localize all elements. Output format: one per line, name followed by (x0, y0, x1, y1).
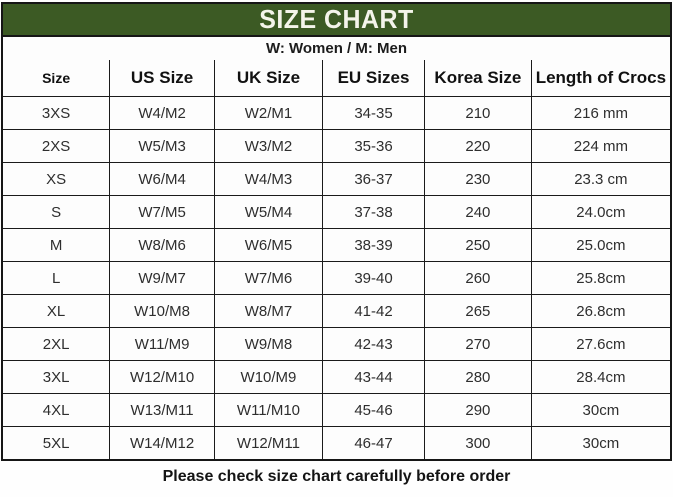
table-cell: W10/M8 (109, 294, 215, 328)
column-header-length: Length of Crocs (530, 60, 670, 97)
table-cell: 24.0cm (530, 195, 670, 229)
table-cell: 23.3 cm (530, 162, 670, 196)
table-cell: 265 (424, 294, 532, 328)
table-cell: 230 (424, 162, 532, 196)
table-cell: W14/M12 (109, 426, 215, 459)
table-cell: 30cm (530, 426, 670, 459)
table-cell: 5XL (3, 426, 111, 459)
table-cell: 3XS (3, 96, 111, 130)
table-cell: W4/M3 (213, 162, 323, 196)
table-cell: 30cm (530, 393, 670, 427)
table-row: 3XS W4/M2 W2/M1 34-35 210 216 mm (3, 96, 670, 130)
table-row: 4XL W13/M11 W11/M10 45-46 290 30cm (3, 393, 670, 427)
table-cell: 3XL (3, 360, 111, 394)
table-cell: W6/M5 (213, 228, 323, 262)
table-cell: 2XS (3, 129, 111, 163)
table-row: 2XL W11/M9 W9/M8 42-43 270 27.6cm (3, 327, 670, 361)
table-cell: W9/M7 (109, 261, 215, 295)
table-cell: 250 (424, 228, 532, 262)
page-title: SIZE CHART (259, 4, 414, 34)
table-cell: 45-46 (321, 393, 426, 427)
table-cell: W9/M8 (213, 327, 323, 361)
table-row: L W9/M7 W7/M6 39-40 260 25.8cm (3, 261, 670, 295)
column-header-korea-size: Korea Size (424, 60, 532, 97)
table-cell: XS (3, 162, 111, 196)
table-cell: 26.8cm (530, 294, 670, 328)
table-row: 5XL W14/M12 W12/M11 46-47 300 30cm (3, 426, 670, 459)
table-cell: W13/M11 (109, 393, 215, 427)
footer-note: Please check size chart carefully before… (162, 467, 511, 485)
table-cell: XL (3, 294, 111, 328)
table-cell: 25.8cm (530, 261, 670, 295)
table-cell: 220 (424, 129, 532, 163)
size-chart: SIZE CHART W: Women / M: Men Size US Siz… (1, 2, 672, 461)
column-header-eu-sizes: EU Sizes (321, 60, 426, 97)
table-cell: W2/M1 (213, 96, 323, 130)
table-cell: W3/M2 (213, 129, 323, 163)
table-cell: 34-35 (321, 96, 426, 130)
table-cell: 216 mm (530, 96, 670, 130)
table-body: 3XS W4/M2 W2/M1 34-35 210 216 mm 2XS W5/M3 W3/M2… (3, 96, 670, 459)
table-cell: L (3, 261, 111, 295)
table-cell: W8/M6 (109, 228, 215, 262)
table-cell: 2XL (3, 327, 111, 361)
legend-text: W: Women / M: Men (265, 40, 408, 57)
column-header-us-size: US Size (109, 60, 215, 97)
table-header-row: Size US Size UK Size EU Sizes Korea Size… (3, 60, 670, 97)
chart-title-bar: SIZE CHART (3, 4, 670, 37)
table-cell: 210 (424, 96, 532, 130)
table-cell: 46-47 (321, 426, 426, 459)
table-cell: 280 (424, 360, 532, 394)
table-cell: 41-42 (321, 294, 426, 328)
table-row: 3XL W12/M10 W10/M9 43-44 280 28.4cm (3, 360, 670, 394)
legend-row: W: Women / M: Men (3, 37, 670, 60)
table-cell: W4/M2 (109, 96, 215, 130)
table-cell: M (3, 228, 111, 262)
table-cell: 35-36 (321, 129, 426, 163)
table-cell: 4XL (3, 393, 111, 427)
table-cell: S (3, 195, 111, 229)
table-cell: 39-40 (321, 261, 426, 295)
table-cell: 28.4cm (530, 360, 670, 394)
table-cell: W5/M3 (109, 129, 215, 163)
table-cell: W5/M4 (213, 195, 323, 229)
table-cell: 27.6cm (530, 327, 670, 361)
table-cell: W10/M9 (213, 360, 323, 394)
table-cell: W12/M11 (213, 426, 323, 459)
table-cell: W11/M10 (213, 393, 323, 427)
table-cell: 300 (424, 426, 532, 459)
table-cell: 37-38 (321, 195, 426, 229)
table-cell: 224 mm (530, 129, 670, 163)
column-header-uk-size: UK Size (213, 60, 323, 97)
table-cell: 43-44 (321, 360, 426, 394)
table-cell: 290 (424, 393, 532, 427)
table-cell: 240 (424, 195, 532, 229)
table-cell: W6/M4 (109, 162, 215, 196)
table-cell: W7/M6 (213, 261, 323, 295)
table-row: 2XS W5/M3 W3/M2 35-36 220 224 mm (3, 129, 670, 163)
table-cell: W7/M5 (109, 195, 215, 229)
table-cell: W12/M10 (109, 360, 215, 394)
table-row: XS W6/M4 W4/M3 36-37 230 23.3 cm (3, 162, 670, 196)
table-cell: 42-43 (321, 327, 426, 361)
table-cell: 260 (424, 261, 532, 295)
table-cell: 25.0cm (530, 228, 670, 262)
table-cell: W11/M9 (109, 327, 215, 361)
size-table: Size US Size UK Size EU Sizes Korea Size… (3, 60, 670, 459)
table-cell: 36-37 (321, 162, 426, 196)
table-cell: 38-39 (321, 228, 426, 262)
table-row: S W7/M5 W5/M4 37-38 240 24.0cm (3, 195, 670, 229)
table-row: M W8/M6 W6/M5 38-39 250 25.0cm (3, 228, 670, 262)
table-cell: W8/M7 (213, 294, 323, 328)
column-header-size: Size (3, 60, 111, 97)
table-cell: 270 (424, 327, 532, 361)
table-row: XL W10/M8 W8/M7 41-42 265 26.8cm (3, 294, 670, 328)
